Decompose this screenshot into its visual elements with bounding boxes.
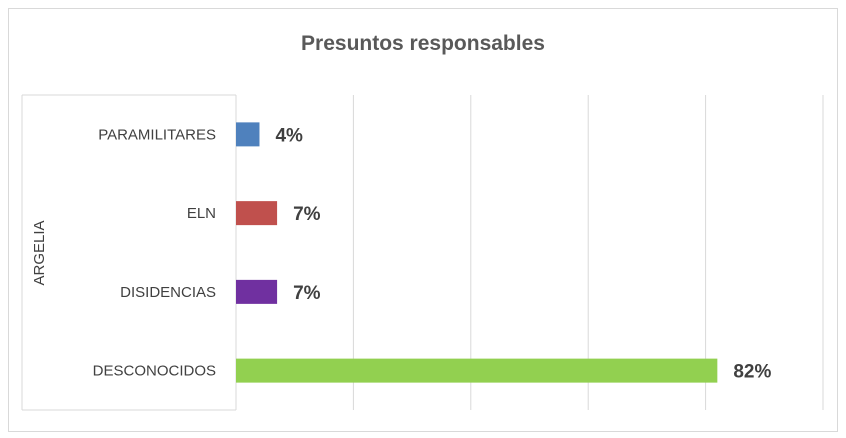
data-label: 7% (293, 283, 321, 304)
bar (236, 122, 260, 147)
category-label: ELN (187, 205, 216, 222)
category-label: PARAMILITARES (98, 126, 216, 143)
bar (236, 358, 718, 383)
chart-title: Presuntos responsables (301, 32, 545, 55)
gridlines (352, 95, 824, 410)
data-label: 82% (733, 362, 771, 383)
data-label: 7% (293, 204, 321, 225)
bar (236, 201, 278, 226)
category-labels: PARAMILITARES ELN DISIDENCIAS DESCONOCIDOS (93, 126, 216, 379)
bar (236, 279, 278, 304)
value-labels: 4% 7% 7% 82% (275, 125, 771, 382)
category-label: DESCONOCIDOS (93, 363, 216, 380)
bars (236, 122, 718, 383)
axes (21, 94, 237, 411)
data-label: 4% (275, 125, 303, 146)
category-label: DISIDENCIAS (120, 284, 216, 301)
group-label: ARGELIA (31, 220, 48, 285)
